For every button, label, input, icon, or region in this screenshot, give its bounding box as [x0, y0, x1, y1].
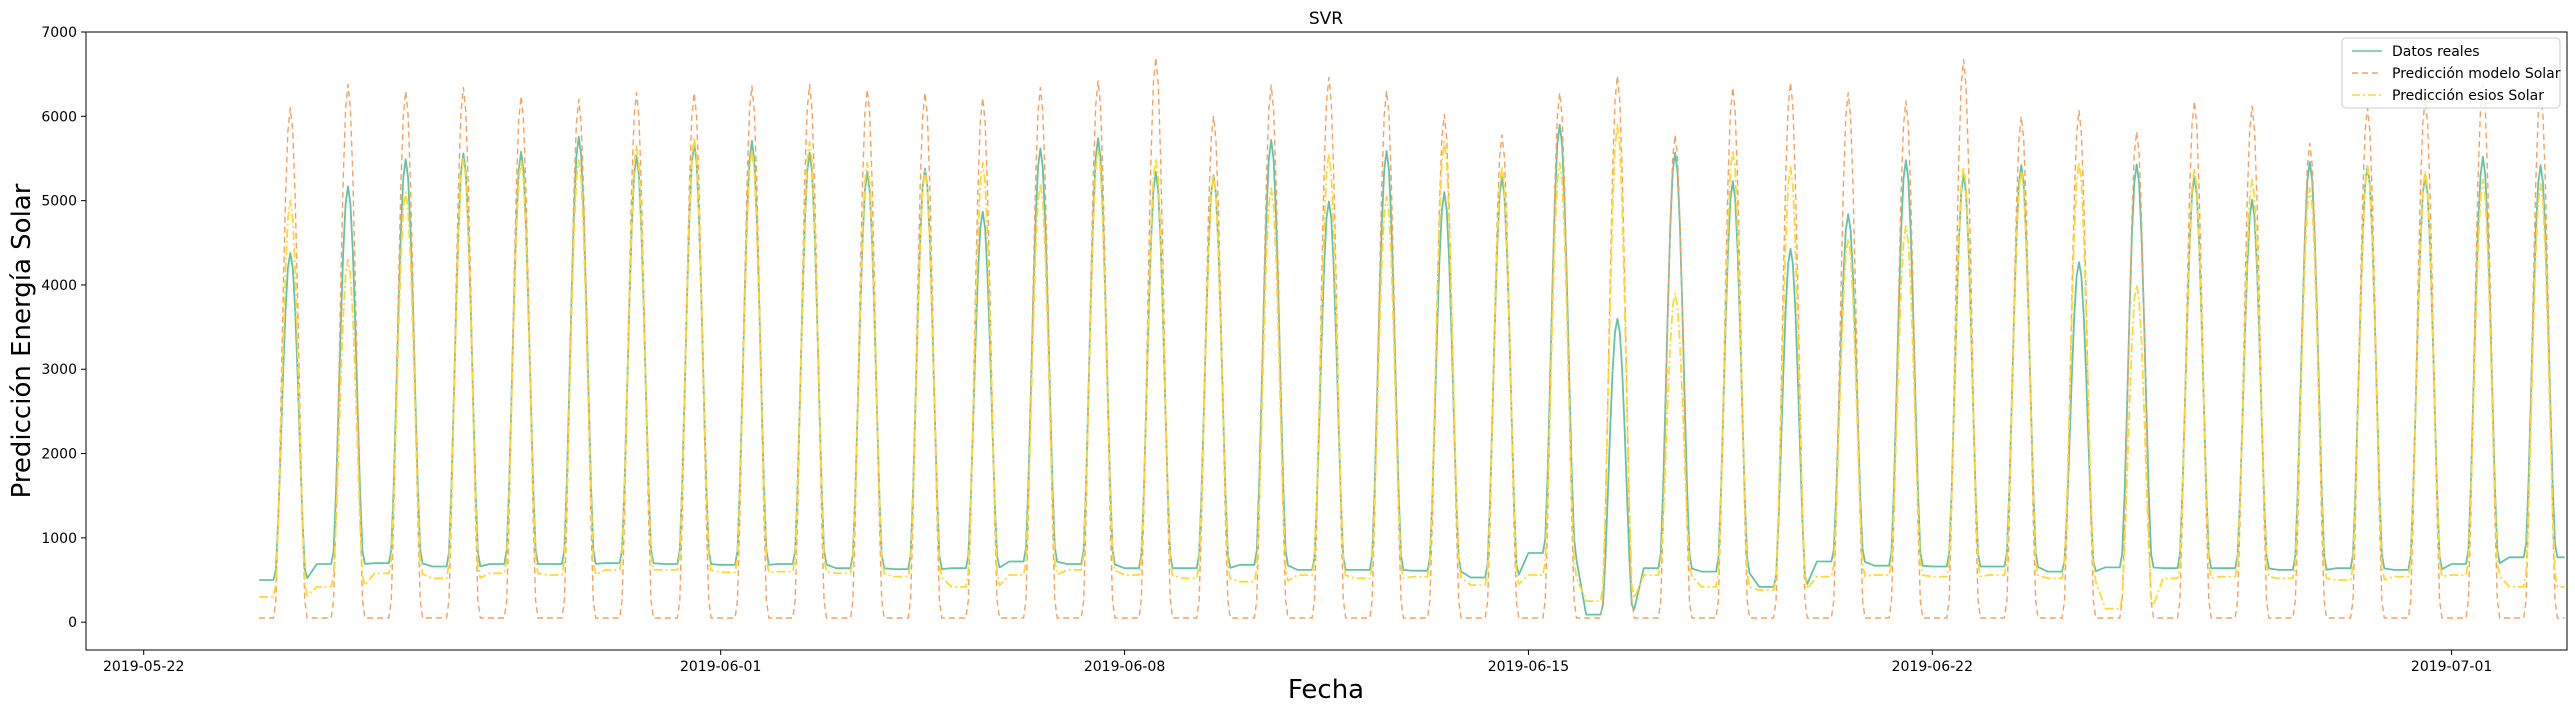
x-tick-label: 2019-06-08 — [1084, 659, 1165, 675]
y-tick-label: 2000 — [41, 447, 77, 463]
series-prediccion-esios — [259, 123, 2565, 610]
x-axis-label: Fecha — [1288, 675, 1364, 705]
y-tick-label: 3000 — [41, 362, 77, 378]
legend-frame — [2341, 37, 2561, 109]
plot-frame — [85, 31, 2568, 651]
y-tick-label: 0 — [68, 615, 77, 631]
legend-label-datos-reales: Datos reales — [2392, 44, 2480, 60]
x-axis: 2019-05-22 2019-06-01 2019-06-08 2019-06-15… — [103, 650, 2492, 675]
y-tick-label: 7000 — [41, 25, 77, 41]
y-axis: 0 1000 2000 3000 4000 5000 6000 7000 — [41, 25, 86, 631]
legend-label-esios: Predicción esios Solar — [2392, 88, 2544, 104]
series-prediccion-modelo — [259, 56, 2565, 619]
x-tick-label: 2019-05-22 — [103, 659, 184, 675]
y-tick-label: 6000 — [41, 109, 77, 125]
x-tick-label: 2019-06-22 — [1892, 659, 1973, 675]
chart-title: SVR — [1309, 9, 1343, 29]
y-tick-label: 1000 — [41, 531, 77, 547]
x-tick-label: 2019-06-15 — [1488, 659, 1569, 675]
x-tick-label: 2019-06-01 — [680, 659, 761, 675]
legend-label-modelo: Predicción modelo Solar — [2392, 66, 2561, 82]
series-layer — [259, 56, 2565, 619]
y-axis-label: Predicción Energía Solar — [7, 183, 37, 498]
y-tick-label: 5000 — [41, 194, 77, 210]
legend: Datos reales Predicción modelo Solar Pre… — [2341, 37, 2561, 109]
series-datos-reales — [259, 123, 2565, 616]
y-tick-label: 4000 — [41, 278, 77, 294]
x-tick-label: 2019-07-01 — [2411, 659, 2492, 675]
